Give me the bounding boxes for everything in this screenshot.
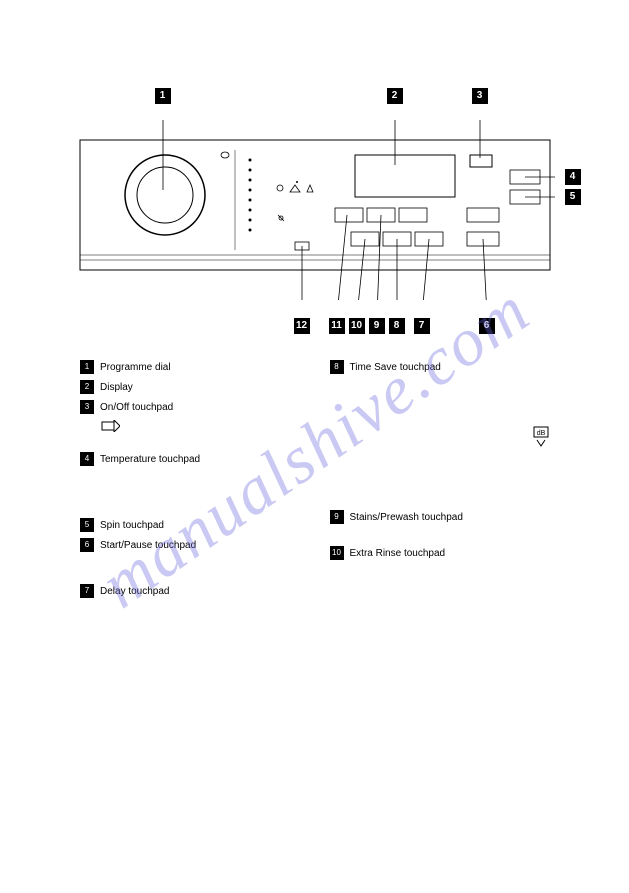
callout-10: 10 (349, 318, 365, 334)
item-text: Stains/Prewash touchpad (350, 510, 550, 526)
item-marker-9: 9 (330, 510, 344, 524)
callout-3: 3 (472, 88, 488, 104)
page-container: 1 2 3 4 5 12 11 10 9 8 7 6 1 Programme d… (0, 0, 629, 893)
item-text: On/Off touchpad (100, 400, 300, 416)
list-item: 3 On/Off touchpad (80, 400, 300, 416)
db-icon: dB (533, 426, 549, 450)
callout-2: 2 (387, 88, 403, 104)
callout-5: 5 (565, 189, 581, 205)
item-marker-2: 2 (80, 380, 94, 394)
list-item: 8 Time Save touchpad (330, 360, 550, 376)
svg-text:dB: dB (537, 430, 546, 437)
item-marker-3: 3 (80, 400, 94, 414)
callout-4: 4 (565, 169, 581, 185)
list-item: 10 Extra Rinse touchpad (330, 546, 550, 562)
item-marker-7: 7 (80, 584, 94, 598)
callout-11: 11 (329, 318, 345, 334)
list-item: 7 Delay touchpad (80, 584, 300, 600)
item-text: Extra Rinse touchpad (350, 546, 550, 562)
control-panel-diagram: 1 2 3 4 5 12 11 10 9 8 7 6 (75, 120, 555, 300)
item-marker-10: 10 (330, 546, 344, 560)
list-item: dB (330, 426, 550, 450)
item-text: Start/Pause touchpad (100, 538, 300, 554)
list-item: 5 Spin touchpad (80, 518, 300, 534)
list-item: 9 Stains/Prewash touchpad (330, 510, 550, 526)
list-item: 4 Temperature touchpad (80, 452, 300, 468)
item-text: Programme dial (100, 360, 300, 376)
left-column: 1 Programme dial 2 Display 3 On/Off touc… (80, 360, 300, 604)
list-item: 6 Start/Pause touchpad (80, 538, 300, 554)
item-marker-1: 1 (80, 360, 94, 374)
callout-9: 9 (369, 318, 385, 334)
list-item: 2 Display (80, 380, 300, 396)
arrow-icon (100, 420, 120, 432)
list-item (100, 420, 300, 432)
callout-1: 1 (155, 88, 171, 104)
item-marker-8: 8 (330, 360, 344, 374)
callout-8: 8 (389, 318, 405, 334)
item-text: Spin touchpad (100, 518, 300, 534)
callout-6: 6 (479, 318, 495, 334)
item-text: Temperature touchpad (100, 452, 300, 468)
item-text: Time Save touchpad (350, 360, 550, 376)
item-marker-6: 6 (80, 538, 94, 552)
item-marker-4: 4 (80, 452, 94, 466)
panel-svg (75, 120, 555, 300)
right-column: 8 Time Save touchpad dB 9 Stains/Prewash… (330, 360, 550, 604)
legend-columns: 1 Programme dial 2 Display 3 On/Off touc… (60, 360, 569, 604)
list-item: 1 Programme dial (80, 360, 300, 376)
item-text: Display (100, 380, 300, 396)
callout-12: 12 (294, 318, 310, 334)
item-text: Delay touchpad (100, 584, 300, 600)
item-marker-5: 5 (80, 518, 94, 532)
callout-7: 7 (414, 318, 430, 334)
